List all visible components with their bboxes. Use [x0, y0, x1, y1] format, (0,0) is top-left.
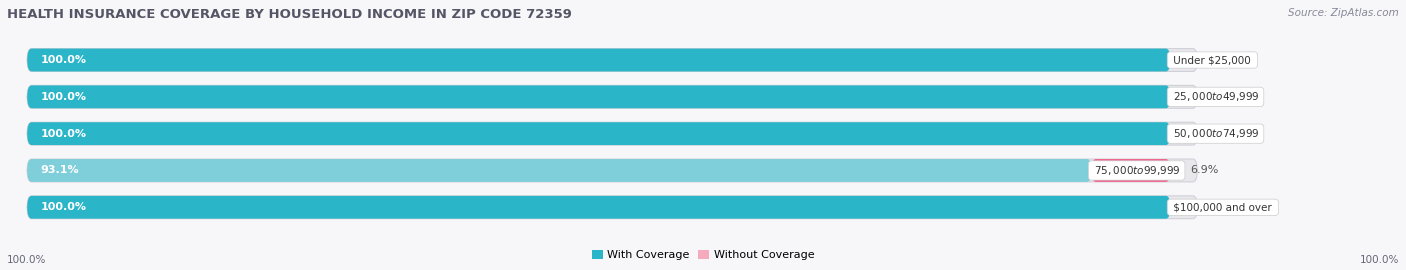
Legend: With Coverage, Without Coverage: With Coverage, Without Coverage — [588, 245, 818, 264]
Text: Under $25,000: Under $25,000 — [1170, 55, 1254, 65]
Text: $100,000 and over: $100,000 and over — [1170, 202, 1275, 212]
Text: 0.0%: 0.0% — [1191, 92, 1219, 102]
Text: HEALTH INSURANCE COVERAGE BY HOUSEHOLD INCOME IN ZIP CODE 72359: HEALTH INSURANCE COVERAGE BY HOUSEHOLD I… — [7, 8, 572, 21]
FancyBboxPatch shape — [27, 49, 1170, 72]
FancyBboxPatch shape — [27, 159, 1198, 182]
Text: 100.0%: 100.0% — [41, 55, 87, 65]
Text: $75,000 to $99,999: $75,000 to $99,999 — [1091, 164, 1182, 177]
FancyBboxPatch shape — [27, 49, 1198, 72]
FancyBboxPatch shape — [27, 85, 1198, 108]
Text: 0.0%: 0.0% — [1191, 202, 1219, 212]
Text: 0.0%: 0.0% — [1191, 129, 1219, 139]
FancyBboxPatch shape — [1091, 159, 1170, 182]
Text: Source: ZipAtlas.com: Source: ZipAtlas.com — [1288, 8, 1399, 18]
FancyBboxPatch shape — [27, 122, 1170, 145]
FancyBboxPatch shape — [27, 196, 1170, 219]
FancyBboxPatch shape — [27, 159, 1091, 182]
Text: 6.9%: 6.9% — [1191, 166, 1219, 176]
Text: 100.0%: 100.0% — [41, 129, 87, 139]
Text: $50,000 to $74,999: $50,000 to $74,999 — [1170, 127, 1261, 140]
Text: $25,000 to $49,999: $25,000 to $49,999 — [1170, 90, 1261, 103]
FancyBboxPatch shape — [27, 196, 1198, 219]
Text: 100.0%: 100.0% — [41, 202, 87, 212]
Text: 93.1%: 93.1% — [41, 166, 79, 176]
Text: 100.0%: 100.0% — [1360, 255, 1399, 265]
Text: 100.0%: 100.0% — [7, 255, 46, 265]
FancyBboxPatch shape — [27, 85, 1170, 108]
Text: 100.0%: 100.0% — [41, 92, 87, 102]
Text: 0.0%: 0.0% — [1191, 55, 1219, 65]
FancyBboxPatch shape — [27, 122, 1198, 145]
